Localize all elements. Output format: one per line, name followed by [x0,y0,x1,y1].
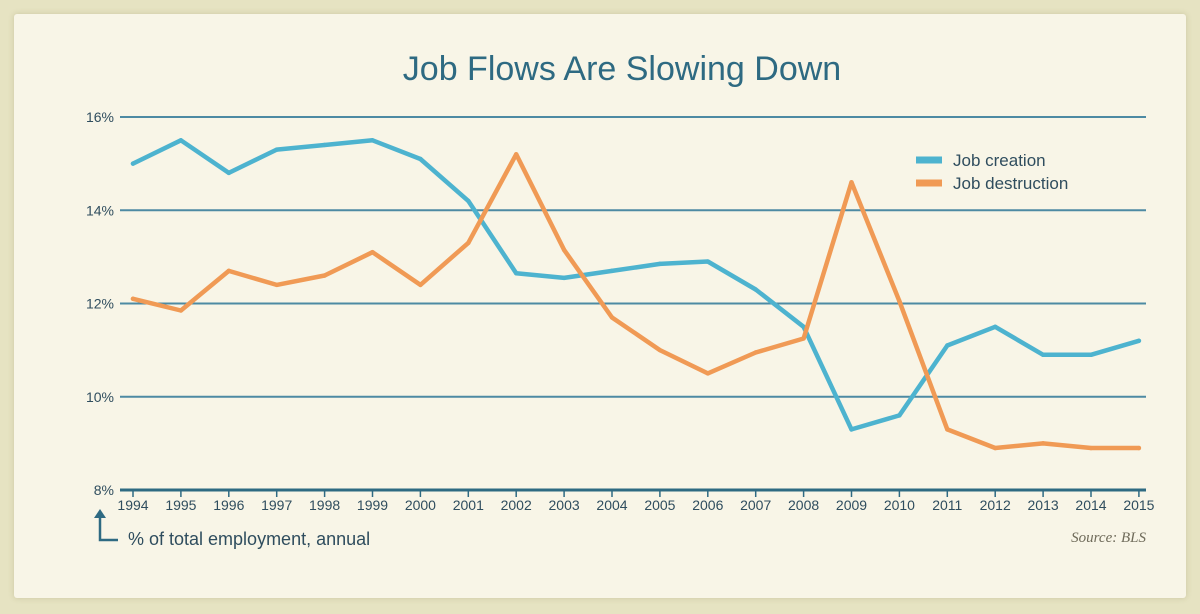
x-tick-label: 1998 [309,497,340,513]
y-axis-ticks: 8% 10% 12% 14% 16% [86,109,114,498]
x-tick-label: 2009 [836,497,867,513]
data-point-job-creation [753,287,758,292]
x-tick-label: 2010 [884,497,915,513]
x-tick-label: 2014 [1075,497,1106,513]
data-point-job-creation [897,413,902,418]
legend-label-job-creation: Job creation [953,151,1046,170]
series-line-job-destruction [130,152,1142,451]
data-point-job-destruction [466,240,471,246]
data-point-job-destruction [801,336,806,341]
data-point-job-destruction [370,250,375,255]
data-point-job-creation [849,427,854,432]
x-tick-label: 2013 [1028,497,1059,513]
gridlines [120,116,1146,398]
data-point-job-destruction [561,247,567,253]
chart-card: Job Flows Are Slowing Down 8% 10% 12% 14% 16… [14,14,1186,598]
corner-arrow-icon [98,516,118,542]
data-point-job-creation [609,268,615,274]
legend-label-job-destruction: Job destruction [953,174,1068,193]
data-point-job-creation [370,138,375,143]
data-point-job-creation [418,156,423,162]
y-tick-label: 16% [86,109,114,125]
data-point-job-destruction [705,371,710,376]
x-tick-label: 2000 [405,497,436,513]
data-point-job-destruction [1088,445,1094,451]
x-axis: 1994 1995 1996 1997 1998 1999 2000 2001 2002 2003… [117,488,1155,513]
data-point-job-destruction [514,152,519,157]
data-point-job-creation [1088,352,1094,357]
data-point-job-destruction [130,296,136,302]
data-point-job-destruction [1136,445,1142,451]
data-point-job-destruction [609,315,615,320]
x-tick-label: 2011 [932,497,962,513]
x-tick-label: 1996 [213,497,244,513]
line-chart: Job Flows Are Slowing Down 8% 10% 12% 14% 16… [86,50,1155,549]
x-tick-label: 2005 [644,497,675,513]
data-point-job-creation [705,259,710,264]
x-tick-label: 2015 [1123,497,1154,513]
data-point-job-destruction [274,282,279,288]
data-point-job-destruction [1040,441,1046,446]
series-lines [130,138,1142,451]
x-tick-label: 2008 [788,497,819,513]
x-tick-label: 2012 [980,497,1011,513]
x-tick-label: 1997 [261,497,292,513]
data-point-job-destruction [418,282,423,288]
data-point-job-creation [274,147,279,152]
data-point-job-creation [130,161,136,166]
data-point-job-destruction [753,350,758,355]
data-point-job-destruction [849,180,854,185]
y-axis-caption: % of total employment, annual [94,509,370,549]
data-point-job-destruction [993,445,998,451]
data-point-job-creation [178,138,184,143]
x-tick-label: 2002 [501,497,532,513]
y-axis-label: % of total employment, annual [128,529,370,549]
x-tick-label: 2003 [549,497,580,513]
x-tick-label: 2004 [596,497,627,513]
data-point-job-creation [514,270,519,276]
x-tick-label: 2001 [453,497,484,513]
data-point-job-destruction [657,347,663,353]
source-note: Source: BLS [1071,530,1146,546]
arrow-head-icon [94,509,106,518]
y-tick-label: 8% [94,482,114,498]
data-point-job-creation [1136,338,1142,343]
data-point-job-creation [226,170,231,176]
x-tick-label: 2006 [692,497,723,513]
x-tick-label: 1999 [357,497,388,513]
data-point-job-creation [322,142,327,148]
data-point-job-creation [466,198,471,204]
data-point-job-creation [945,343,950,348]
data-point-job-creation [1040,352,1046,357]
data-point-job-creation [993,324,998,330]
data-point-job-creation [561,275,567,281]
data-point-job-creation [657,261,663,267]
y-tick-label: 14% [86,202,114,218]
x-tick-label: 2007 [740,497,771,513]
x-tick-label: 1994 [117,497,148,513]
data-point-job-destruction [945,427,950,432]
data-point-job-destruction [178,308,184,313]
y-tick-label: 10% [86,389,114,405]
data-point-job-destruction [897,298,902,304]
chart-title: Job Flows Are Slowing Down [403,50,841,88]
x-tick-label: 1995 [165,497,196,513]
data-point-job-destruction [226,268,231,274]
data-point-job-destruction [322,273,327,278]
y-tick-label: 12% [86,296,114,312]
series-line-job-creation [130,138,1142,432]
legend: Job creation Job destruction [916,151,1068,193]
